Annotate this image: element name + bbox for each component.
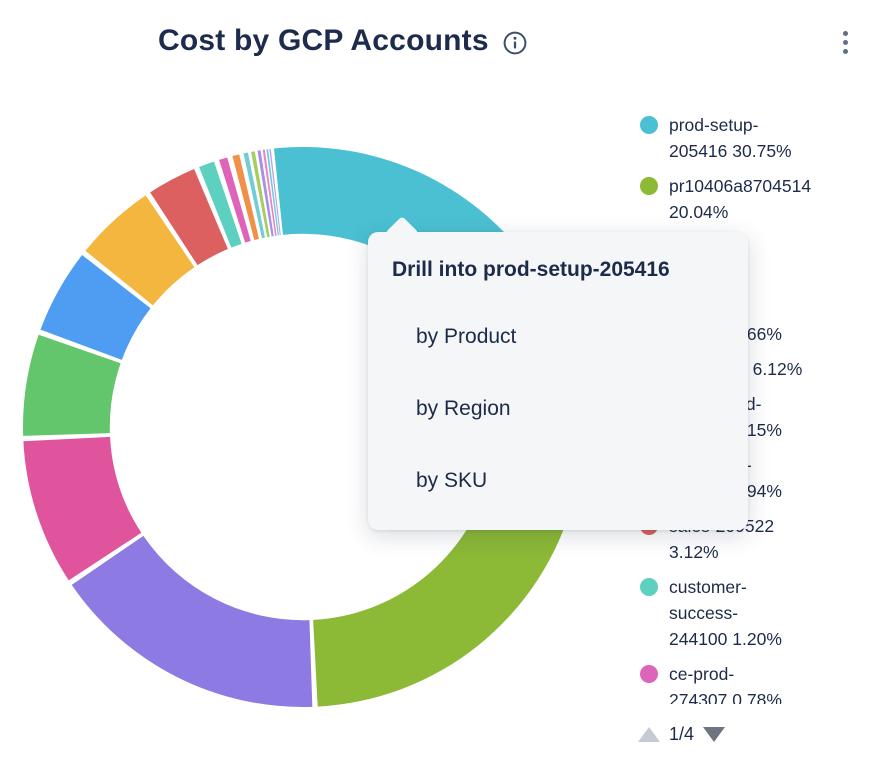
legend-swatch [640,177,658,195]
popup-item-by-sku[interactable]: by SKU [416,469,488,492]
donut-slice-playground-271839[interactable] [40,254,151,360]
donut-slice-small-15[interactable] [266,149,279,236]
donut-slice-pr10406a8704514[interactable] [313,478,573,707]
legend-swatch [640,578,658,596]
legend-label: customer-success- 244100 1.20% [669,577,782,649]
donut-slice-small-11[interactable] [243,152,265,239]
legend-item[interactable]: ce-prod- 274307 0.78% [640,661,892,704]
popup-item-by-product[interactable]: by Product [416,325,517,348]
donut-slice-small-12[interactable] [251,151,270,238]
donut-slice-dev-setup[interactable] [71,535,313,707]
legend-page-up-icon[interactable] [638,727,660,742]
legend-swatch [640,116,658,134]
info-icon[interactable] [502,30,528,56]
legend-pagination: 1/4 [638,724,726,745]
legend-item[interactable]: customer-success- 244100 1.20% [640,574,892,652]
donut-slice-ce-prod-274307[interactable] [219,157,251,243]
legend-label: prod-setup- 205416 30.75% [669,115,792,161]
widget-header: Cost by GCP Accounts [158,22,528,60]
popup-item-list: by Product by Region by SKU [392,325,724,493]
legend-page-indicator: 1/4 [669,724,695,744]
donut-slice-qa-budget[interactable] [22,334,121,436]
legend-label: pr10406a8704514 20.04% [669,176,812,222]
kebab-menu-icon[interactable] [838,26,852,58]
donut-slice-small-10[interactable] [232,154,259,241]
donut-slice-mkt-setup-208123[interactable] [85,195,195,306]
legend-label: ce-prod- 274307 0.78% [669,664,782,704]
donut-slice-small-13[interactable] [257,150,274,237]
popup-title: Drill into prod-setup-205416 [392,258,670,281]
legend-item[interactable]: pr10406a8704514 20.04% [640,173,892,225]
legend-page-down-icon[interactable] [703,727,726,742]
donut-slice-small-16[interactable] [269,148,281,236]
donut-slice-sales-209522[interactable] [150,169,228,266]
donut-slice-platform-253101[interactable] [23,436,142,581]
legend-item[interactable]: prod-setup- 205416 30.75% [640,112,892,164]
donut-slice-customer-success-244100[interactable] [199,161,242,248]
donut-slice-small-14[interactable] [262,149,277,236]
popup-item-by-region[interactable]: by Region [416,397,511,420]
drilldown-popup: Drill into prod-setup-205416 by Product b… [368,216,748,530]
legend-swatch [640,665,658,683]
page-title: Cost by GCP Accounts [158,24,489,57]
